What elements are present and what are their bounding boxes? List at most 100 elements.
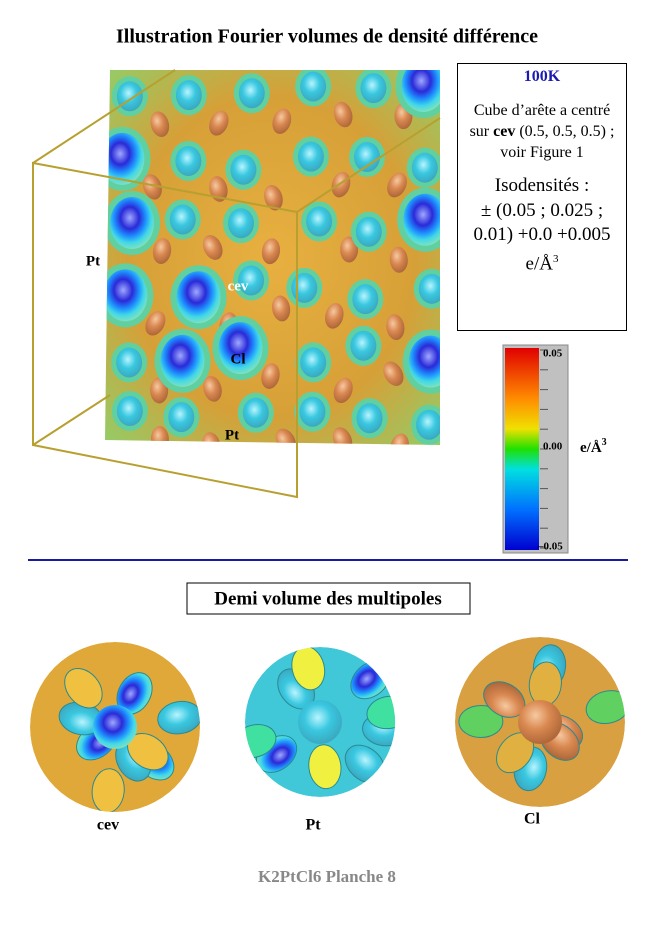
temperature: 100K <box>523 68 561 85</box>
scale-label: –0.05 <box>537 541 563 553</box>
decoration <box>157 700 200 735</box>
scale-label: 0.00 <box>543 441 563 453</box>
cube-label: Pt <box>86 253 100 269</box>
multipole-sphere <box>245 647 395 797</box>
decoration <box>209 110 229 136</box>
sphere-label: Cl <box>524 811 541 828</box>
isodensity-values: ± (0.05 ; 0.025 ; 0.01) +0.0 +0.005 e/Å3 <box>473 200 611 275</box>
decoration <box>176 271 221 324</box>
decoration <box>306 206 333 237</box>
multipole-sphere <box>30 642 200 812</box>
scale-unit: e/Å3 <box>580 437 607 456</box>
decoration <box>150 111 170 137</box>
decoration <box>518 700 562 744</box>
decoration <box>356 403 383 434</box>
decoration <box>230 154 257 185</box>
density-surface <box>105 70 474 468</box>
decoration <box>408 335 440 388</box>
decoration <box>445 437 473 468</box>
decoration <box>458 704 504 738</box>
decoration <box>272 108 292 134</box>
decoration <box>298 700 342 744</box>
decoration <box>209 176 228 202</box>
decoration <box>418 273 440 304</box>
decoration <box>360 73 387 104</box>
decoration <box>271 295 291 322</box>
decoration <box>150 426 169 445</box>
decoration <box>168 402 195 433</box>
decoration <box>152 238 172 264</box>
cube-label: cev <box>228 278 249 294</box>
decoration <box>202 235 223 260</box>
decoration <box>275 428 296 445</box>
isodensity-title: Isodensités : <box>494 175 590 196</box>
decoration <box>91 768 125 812</box>
decoration <box>218 322 263 375</box>
decoration <box>386 314 405 341</box>
decoration <box>585 690 625 725</box>
decoration <box>448 374 474 405</box>
decoration <box>325 303 344 329</box>
decoration <box>416 409 440 440</box>
decoration <box>383 361 404 386</box>
sphere-label: Pt <box>305 817 321 834</box>
decoration <box>105 132 145 185</box>
decoration <box>238 265 265 296</box>
decoration <box>333 101 353 128</box>
decoration <box>300 71 327 102</box>
decoration <box>299 396 326 427</box>
decoration <box>340 236 359 263</box>
decoration <box>261 238 281 265</box>
decoration <box>331 171 351 198</box>
decoration <box>175 146 202 177</box>
multipole-sphere <box>455 637 625 807</box>
decoration <box>300 347 327 378</box>
decoration <box>175 80 202 111</box>
decoration <box>145 311 166 336</box>
decoration <box>291 647 326 691</box>
decoration <box>403 193 440 246</box>
decoration <box>297 141 324 172</box>
decoration <box>160 334 205 387</box>
decoration <box>227 208 254 239</box>
decoration <box>354 142 381 173</box>
decoration <box>308 744 342 790</box>
sphere-label: cev <box>97 817 119 834</box>
decoration <box>142 174 162 200</box>
decoration <box>169 204 196 235</box>
decoration <box>238 78 265 109</box>
section-title: Demi volume des multipoles <box>214 588 441 609</box>
cube-label: Pt <box>225 427 239 443</box>
decoration <box>203 376 222 402</box>
decoration <box>64 667 103 709</box>
decoration <box>389 246 408 273</box>
scale-label: 0.05 <box>543 348 563 360</box>
decoration <box>264 184 283 211</box>
cube-wireframe <box>32 69 441 499</box>
decoration <box>355 216 382 247</box>
decoration <box>105 269 148 322</box>
decoration <box>332 427 353 445</box>
decoration <box>411 152 438 183</box>
decoration <box>352 284 379 315</box>
description: Cube d’arête a centré sur cev (0.5, 0.5,… <box>469 102 615 161</box>
decoration <box>116 347 143 378</box>
decoration <box>350 330 377 361</box>
decoration <box>366 695 395 730</box>
decoration <box>202 432 221 445</box>
decoration <box>242 397 269 428</box>
decoration <box>390 433 409 445</box>
decoration <box>333 377 353 403</box>
title: Illustration Fourier volumes de densité … <box>116 26 538 48</box>
decoration <box>93 705 137 749</box>
decoration <box>110 197 155 250</box>
info-box: 100K Cube d’arête a centré sur cev (0.5,… <box>457 63 627 331</box>
footer: K2PtCl6 Planche 8 <box>258 867 396 886</box>
decoration <box>116 396 143 427</box>
color-bar-ticks <box>540 349 548 549</box>
section-box <box>186 582 471 615</box>
decoration <box>401 70 440 113</box>
decoration <box>261 363 280 389</box>
